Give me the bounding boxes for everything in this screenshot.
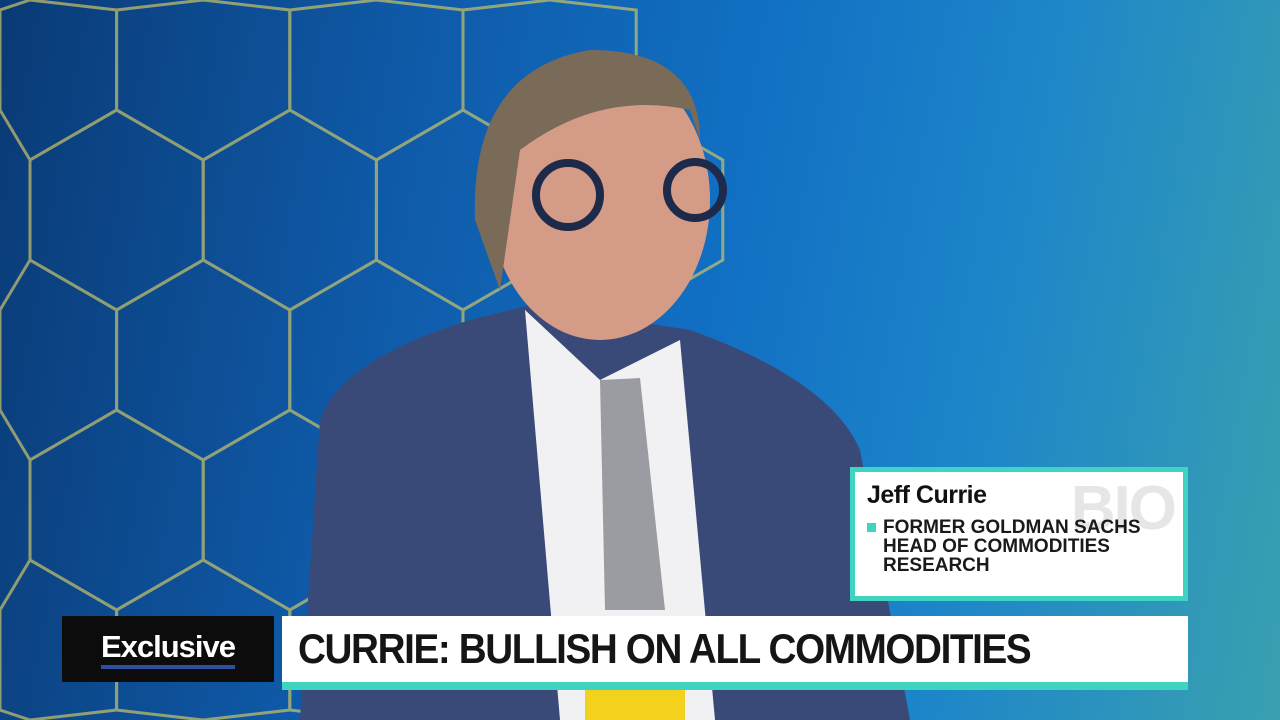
exclusive-tag: Exclusive (62, 616, 274, 682)
accent-square-icon (867, 523, 876, 532)
guest-name: Jeff Currie (867, 481, 987, 509)
exclusive-label: Exclusive (100, 629, 236, 669)
headline-text: CURRIE: BULLISH ON ALL COMMODITIES (298, 625, 1032, 672)
headline-banner: CURRIE: BULLISH ON ALL COMMODITIES (282, 616, 1188, 690)
bio-watermark: BIO (1070, 474, 1177, 543)
guest-title: FORMER GOLDMAN SACHS HEAD OF COMMODITIES… (867, 518, 1171, 575)
bio-card: BIO Jeff Currie FORMER GOLDMAN SACHS HEA… (850, 467, 1188, 601)
